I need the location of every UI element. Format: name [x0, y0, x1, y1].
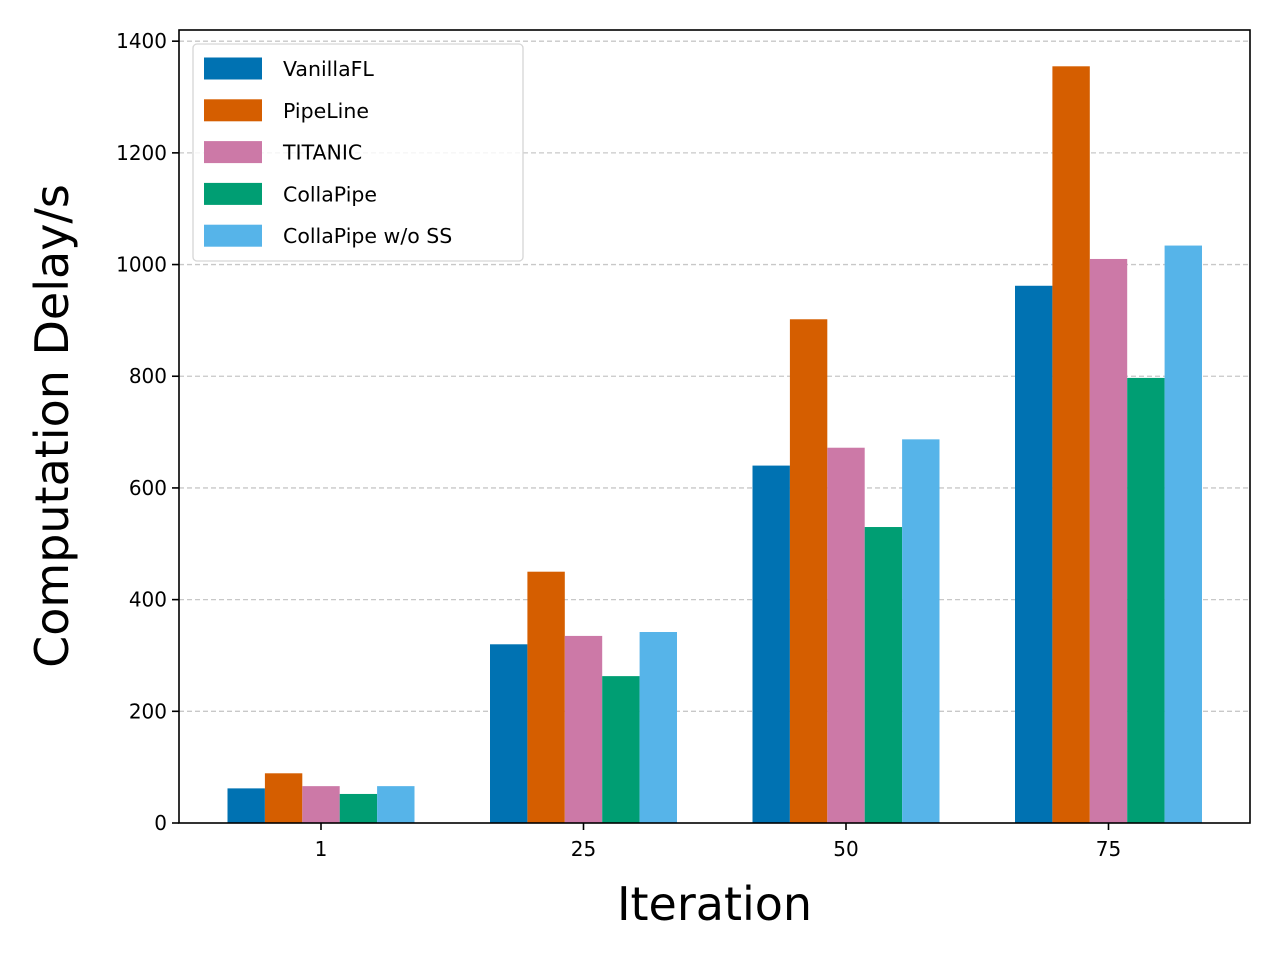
legend-label: CollaPipe [283, 182, 377, 206]
bar-titanic-1 [302, 786, 340, 823]
bar-collapipe-25 [602, 676, 640, 823]
bar-vanillafl-50 [752, 465, 790, 823]
bar-titanic-50 [827, 447, 865, 823]
legend-label: PipeLine [283, 99, 369, 123]
bar-collapipe-w-o-ss-50 [902, 439, 940, 823]
plot-frame [178, 29, 1251, 824]
bar-collapipe-w-o-ss-25 [639, 632, 677, 823]
bar-collapipe-50 [864, 527, 903, 823]
y-tick-label: 1000 [116, 253, 167, 277]
y-tick-label: 600 [129, 476, 167, 500]
legend-swatch [204, 99, 262, 122]
bar-titanic-75 [1089, 258, 1128, 823]
x-tick-label: 1 [315, 837, 328, 861]
y-tick-label: 1200 [116, 141, 167, 165]
y-tick-label: 1400 [116, 29, 167, 53]
legend-box [192, 43, 524, 262]
legend-swatch [204, 182, 262, 205]
x-tick-label: 25 [571, 837, 596, 861]
bar-collapipe-w-o-ss-75 [1164, 245, 1202, 824]
legend-swatch [204, 224, 262, 247]
legend-label: VanillaFL [283, 57, 374, 81]
bar-titanic-25 [564, 635, 603, 823]
y-tick-label: 200 [129, 699, 167, 723]
y-tick-label: 400 [129, 588, 167, 612]
x-tick-label: 50 [833, 837, 858, 861]
legend-label: TITANIC [282, 141, 362, 165]
y-tick-label: 0 [154, 811, 167, 835]
bar-vanillafl-25 [490, 644, 528, 823]
bars [227, 66, 1202, 824]
bar-pipeline-25 [527, 571, 565, 823]
x-tick-label: 75 [1096, 837, 1121, 861]
bar-collapipe-1 [339, 793, 378, 823]
legend-swatch [204, 57, 262, 80]
y-axis: 0 200 400 600 800 1000 1200 1400 [116, 29, 179, 835]
bar-vanillafl-1 [227, 788, 265, 823]
legend-label: CollaPipe w/o SS [283, 224, 452, 248]
legend-swatch [204, 141, 262, 164]
legend: VanillaFL PipeLine TITANIC CollaPipe CollaPi… [192, 43, 524, 262]
bar-pipeline-1 [264, 773, 303, 823]
bar-pipeline-50 [789, 319, 828, 823]
y-axis-title: Computation Delay/s [25, 184, 79, 668]
y-tick-label: 800 [129, 364, 167, 388]
bar-pipeline-75 [1052, 66, 1090, 823]
bar-collapipe-75 [1127, 377, 1165, 823]
x-axis-title: Iteration [617, 877, 812, 931]
x-axis: 1 25 50 75 [315, 823, 1121, 861]
bar-collapipe-w-o-ss-1 [377, 786, 415, 823]
bar-vanillafl-75 [1015, 285, 1053, 824]
